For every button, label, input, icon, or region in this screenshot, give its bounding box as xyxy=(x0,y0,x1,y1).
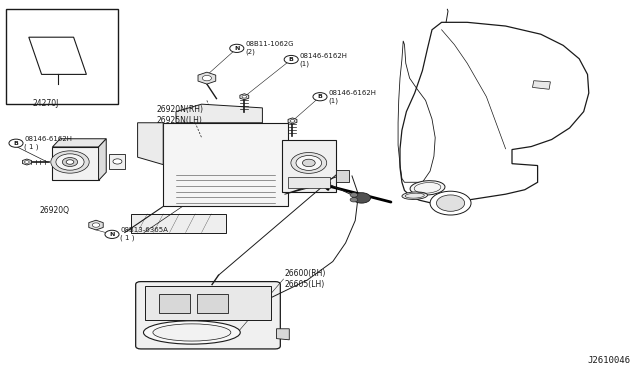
Circle shape xyxy=(113,159,122,164)
Polygon shape xyxy=(163,123,288,206)
Text: N: N xyxy=(109,232,115,237)
Ellipse shape xyxy=(153,324,231,341)
Circle shape xyxy=(291,153,327,173)
Polygon shape xyxy=(138,123,163,164)
Ellipse shape xyxy=(143,321,240,344)
Polygon shape xyxy=(288,118,297,124)
Polygon shape xyxy=(336,170,349,182)
Text: 08B13-6365A
( 1 ): 08B13-6365A ( 1 ) xyxy=(120,227,168,241)
Circle shape xyxy=(296,155,322,170)
Circle shape xyxy=(230,44,244,52)
Polygon shape xyxy=(52,147,99,180)
Circle shape xyxy=(9,139,23,147)
Polygon shape xyxy=(282,140,336,192)
Text: J2610046: J2610046 xyxy=(588,356,630,365)
Text: B: B xyxy=(317,94,323,99)
Text: 08146-6162H
(1): 08146-6162H (1) xyxy=(328,90,376,104)
Ellipse shape xyxy=(410,181,445,195)
Circle shape xyxy=(436,195,465,211)
Circle shape xyxy=(24,161,29,163)
Text: 08B11-1062G
(2): 08B11-1062G (2) xyxy=(246,41,294,55)
Circle shape xyxy=(202,76,211,81)
FancyBboxPatch shape xyxy=(197,294,228,313)
Text: B: B xyxy=(13,141,19,146)
Text: 08146-6162H
( 1 ): 08146-6162H ( 1 ) xyxy=(24,136,72,150)
Text: 26920Q: 26920Q xyxy=(40,206,69,215)
Circle shape xyxy=(303,159,315,167)
Text: 24270J: 24270J xyxy=(33,99,60,108)
FancyBboxPatch shape xyxy=(6,9,118,104)
Circle shape xyxy=(105,230,119,238)
Polygon shape xyxy=(22,159,31,165)
Polygon shape xyxy=(532,81,550,89)
Circle shape xyxy=(242,95,246,98)
FancyBboxPatch shape xyxy=(159,294,190,313)
Polygon shape xyxy=(240,94,249,100)
Circle shape xyxy=(62,158,77,167)
Circle shape xyxy=(284,55,298,64)
Ellipse shape xyxy=(402,192,428,199)
Polygon shape xyxy=(176,104,262,123)
Circle shape xyxy=(56,154,84,170)
FancyBboxPatch shape xyxy=(145,286,271,320)
Text: 26920N(RH)
26925N(LH): 26920N(RH) 26925N(LH) xyxy=(157,105,204,125)
Polygon shape xyxy=(52,139,106,147)
Text: N: N xyxy=(234,46,239,51)
Circle shape xyxy=(66,160,74,164)
Text: B: B xyxy=(289,57,294,62)
Circle shape xyxy=(353,193,371,203)
Circle shape xyxy=(350,193,358,197)
Text: 26600(RH)
26605(LH): 26600(RH) 26605(LH) xyxy=(285,269,326,289)
Polygon shape xyxy=(288,177,330,188)
FancyBboxPatch shape xyxy=(136,282,280,349)
Text: 08146-6162H
(1): 08146-6162H (1) xyxy=(300,52,348,67)
Circle shape xyxy=(313,93,327,101)
Circle shape xyxy=(350,198,358,202)
Polygon shape xyxy=(198,72,216,84)
Circle shape xyxy=(430,191,471,215)
Polygon shape xyxy=(99,139,106,180)
Polygon shape xyxy=(89,220,103,230)
Polygon shape xyxy=(131,214,226,232)
Circle shape xyxy=(92,223,100,227)
Circle shape xyxy=(51,151,89,173)
Polygon shape xyxy=(276,329,289,340)
Polygon shape xyxy=(109,154,125,169)
Circle shape xyxy=(290,119,295,122)
